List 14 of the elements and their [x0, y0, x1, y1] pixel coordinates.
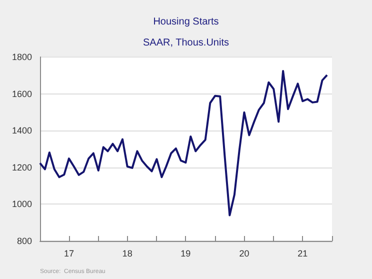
y-tick-label: 1400 [12, 126, 32, 136]
y-tick-label: 1200 [12, 162, 32, 172]
y-tick-label: 800 [16, 236, 32, 246]
x-tick-label: 20 [239, 248, 250, 258]
x-tick-label: 19 [180, 248, 191, 258]
y-tick-label: 1800 [12, 52, 32, 62]
x-tick-label: 21 [298, 248, 308, 258]
x-tick-label: 18 [122, 248, 132, 258]
chart-title: Housing Starts [153, 16, 219, 28]
line-series [39, 70, 328, 216]
chart-subtitle: SAAR, Thous.Units [143, 38, 229, 48]
x-tick-label: 17 [64, 248, 74, 258]
y-tick-label: 1600 [12, 88, 32, 99]
y-tick-label: 1000 [12, 199, 32, 210]
